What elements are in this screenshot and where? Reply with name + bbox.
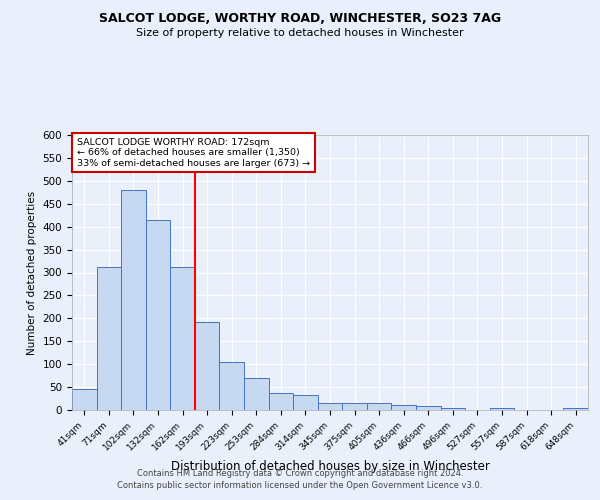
Bar — [563, 408, 588, 410]
Y-axis label: Number of detached properties: Number of detached properties — [27, 190, 37, 354]
Bar — [440, 408, 465, 410]
Bar — [367, 402, 391, 410]
Text: Contains public sector information licensed under the Open Government Licence v3: Contains public sector information licen… — [118, 481, 482, 490]
Bar — [342, 403, 367, 410]
Bar — [244, 378, 269, 410]
Bar — [97, 268, 121, 410]
Bar — [490, 408, 514, 410]
Bar — [416, 406, 440, 410]
Bar — [293, 396, 318, 410]
Bar — [146, 220, 170, 410]
Bar — [318, 403, 342, 410]
Text: Size of property relative to detached houses in Winchester: Size of property relative to detached ho… — [136, 28, 464, 38]
Bar — [269, 392, 293, 410]
Text: Contains HM Land Registry data © Crown copyright and database right 2024.: Contains HM Land Registry data © Crown c… — [137, 468, 463, 477]
Bar — [195, 322, 220, 410]
Bar — [220, 362, 244, 410]
Text: SALCOT LODGE WORTHY ROAD: 172sqm
← 66% of detached houses are smaller (1,350)
33: SALCOT LODGE WORTHY ROAD: 172sqm ← 66% o… — [77, 138, 310, 168]
Bar — [72, 389, 97, 410]
Bar — [170, 267, 195, 410]
Text: SALCOT LODGE, WORTHY ROAD, WINCHESTER, SO23 7AG: SALCOT LODGE, WORTHY ROAD, WINCHESTER, S… — [99, 12, 501, 26]
Bar — [121, 190, 146, 410]
X-axis label: Distribution of detached houses by size in Winchester: Distribution of detached houses by size … — [170, 460, 490, 473]
Bar — [391, 406, 416, 410]
